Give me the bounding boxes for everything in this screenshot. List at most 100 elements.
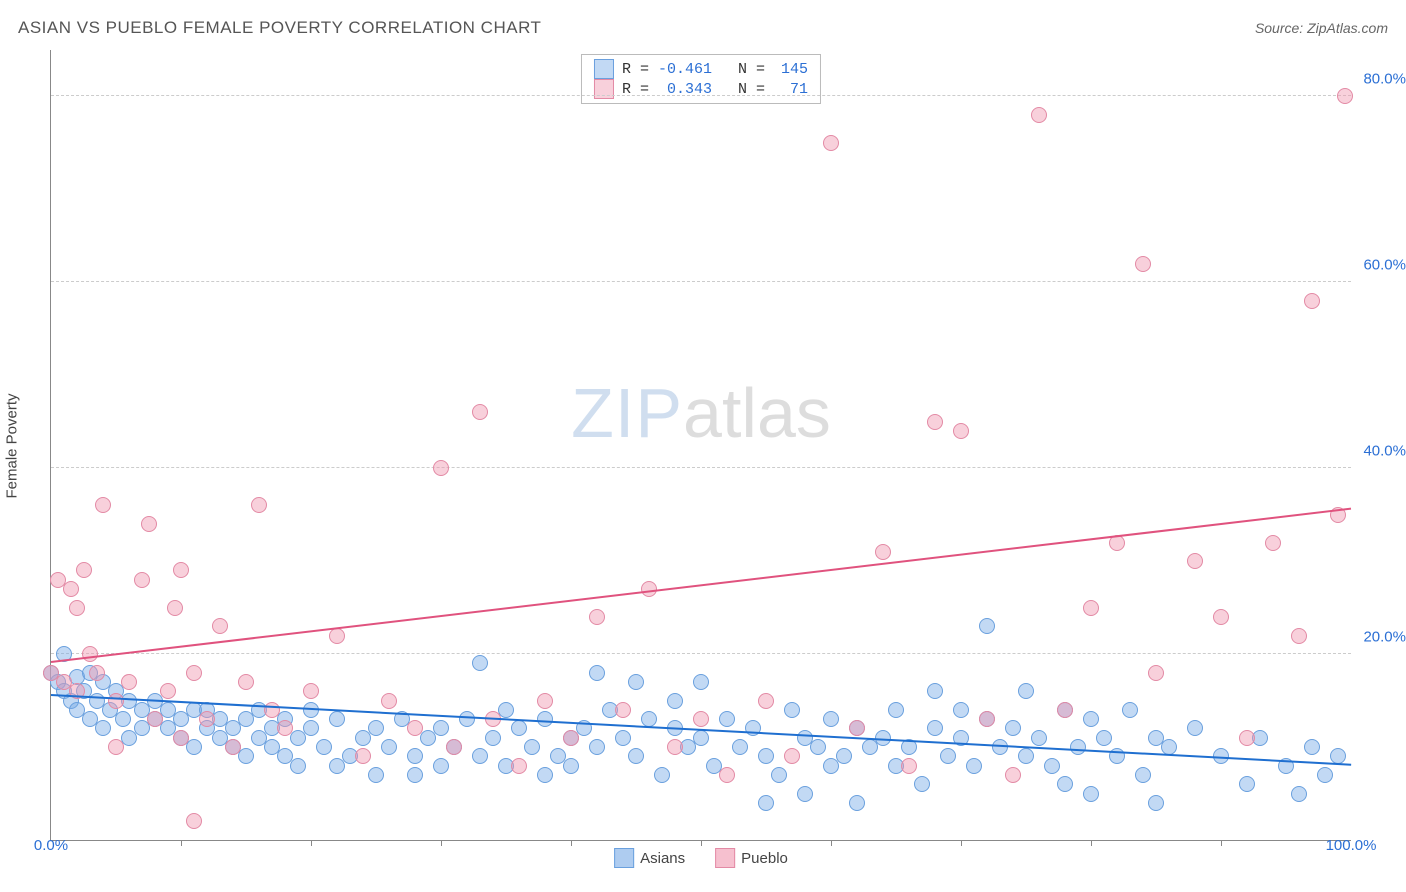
data-point [654,767,670,783]
data-point [745,720,761,736]
legend-swatch [614,848,634,868]
grid-line [51,95,1351,96]
data-point [121,674,137,690]
grid-line [51,467,1351,468]
data-point [589,739,605,755]
data-point [1005,767,1021,783]
grid-line [51,653,1351,654]
data-point [485,730,501,746]
y-tick-label: 20.0% [1363,629,1406,646]
data-point [914,776,930,792]
data-point [966,758,982,774]
data-point [381,739,397,755]
data-point [1018,748,1034,764]
data-point [823,711,839,727]
data-point [563,730,579,746]
data-point [940,748,956,764]
data-point [115,711,131,727]
data-point [875,544,891,560]
data-point [82,646,98,662]
data-point [95,720,111,736]
data-point [901,758,917,774]
data-point [758,693,774,709]
legend-swatch [594,59,614,79]
data-point [329,711,345,727]
data-point [693,730,709,746]
data-point [511,720,527,736]
legend-row: R = -0.461 N = 145 [594,59,808,79]
data-point [186,739,202,755]
legend-swatch [715,848,735,868]
data-point [1083,786,1099,802]
data-point [758,748,774,764]
data-point [147,711,163,727]
data-point [433,720,449,736]
data-point [784,748,800,764]
x-tick-mark [181,840,182,846]
legend-r-value: -0.461 [657,61,712,78]
data-point [225,739,241,755]
data-point [784,702,800,718]
data-point [141,516,157,532]
data-point [381,693,397,709]
x-tick-mark [441,840,442,846]
data-point [719,767,735,783]
data-point [732,739,748,755]
data-point [823,135,839,151]
data-point [407,720,423,736]
y-axis-label: Female Poverty [4,393,21,498]
data-point [76,562,92,578]
source-label: Source: ZipAtlas.com [1255,20,1388,36]
data-point [849,795,865,811]
chart-title: ASIAN VS PUEBLO FEMALE POVERTY CORRELATI… [18,18,541,38]
data-point [628,748,644,764]
data-point [1057,776,1073,792]
series-legend: AsiansPueblo [614,848,788,868]
data-point [719,711,735,727]
data-point [277,720,293,736]
data-point [927,720,943,736]
data-point [1148,795,1164,811]
data-point [173,730,189,746]
data-point [89,665,105,681]
data-point [173,562,189,578]
chart-header: ASIAN VS PUEBLO FEMALE POVERTY CORRELATI… [18,18,1388,38]
data-point [615,730,631,746]
data-point [1070,739,1086,755]
data-point [368,720,384,736]
data-point [1304,739,1320,755]
x-tick-label: 0.0% [34,837,68,854]
data-point [303,720,319,736]
data-point [836,748,852,764]
data-point [472,404,488,420]
data-point [433,758,449,774]
data-point [1057,702,1073,718]
data-point [589,609,605,625]
data-point [1187,720,1203,736]
y-tick-label: 60.0% [1363,257,1406,274]
data-point [160,683,176,699]
x-tick-mark [571,840,572,846]
data-point [979,711,995,727]
data-point [108,739,124,755]
data-point [927,414,943,430]
data-point [628,674,644,690]
x-tick-mark [1091,840,1092,846]
x-tick-mark [311,840,312,846]
data-point [524,739,540,755]
data-point [368,767,384,783]
data-point [1304,293,1320,309]
data-point [953,423,969,439]
data-point [1083,600,1099,616]
data-point [238,748,254,764]
data-point [1031,730,1047,746]
data-point [537,693,553,709]
data-point [63,581,79,597]
data-point [797,786,813,802]
legend-n-label: N = [720,61,765,78]
data-point [407,748,423,764]
data-point [459,711,475,727]
data-point [1239,730,1255,746]
data-point [1317,767,1333,783]
data-point [472,655,488,671]
